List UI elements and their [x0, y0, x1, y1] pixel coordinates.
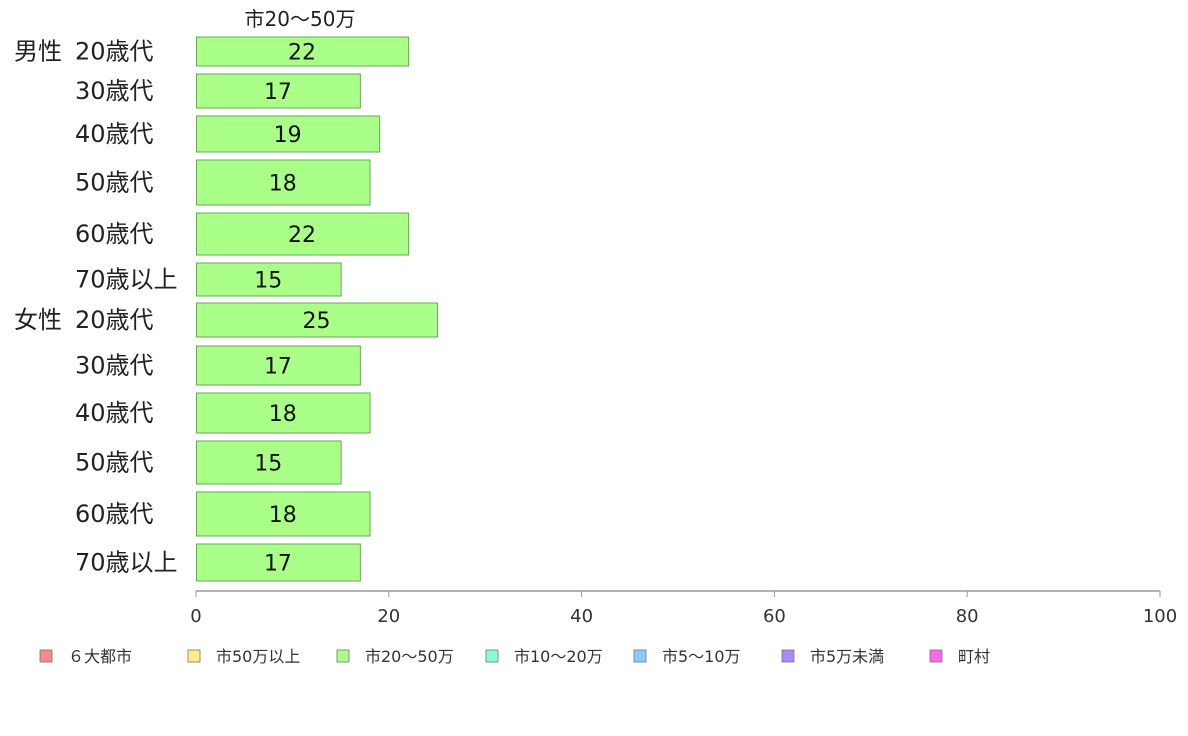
- legend-label: ６大都市: [68, 647, 132, 666]
- legend-label: 市20〜50万: [365, 647, 454, 666]
- value-label: 18: [269, 172, 297, 197]
- category-label: 20歳代: [75, 306, 154, 334]
- bar: [196, 36, 410, 67]
- category-label: 70歳以上: [75, 549, 178, 577]
- bar: [196, 115, 381, 153]
- legend-swatch: [187, 649, 201, 663]
- value-label: 18: [269, 503, 297, 528]
- bar: [196, 543, 361, 582]
- category-label: 50歳代: [75, 449, 154, 477]
- legend-swatch: [633, 649, 647, 663]
- x-tick-label: 60: [763, 606, 786, 627]
- bar: [196, 302, 438, 338]
- legend-swatch: [781, 649, 795, 663]
- category-label: 30歳代: [75, 77, 154, 105]
- category-label: 30歳代: [75, 352, 154, 380]
- legend-swatch: [336, 649, 350, 663]
- bar: [196, 262, 342, 297]
- legend-swatch: [485, 649, 499, 663]
- value-label: 17: [264, 552, 292, 577]
- legend-swatch: [39, 649, 53, 663]
- category-label: 50歳代: [75, 169, 154, 197]
- value-label: 25: [303, 309, 331, 334]
- value-label: 15: [254, 452, 282, 477]
- x-tick-label: 40: [570, 606, 593, 627]
- bar: [196, 440, 342, 485]
- category-label: 40歳代: [75, 120, 154, 148]
- legend-label: 市50万以上: [216, 647, 300, 666]
- value-label: 22: [288, 41, 316, 66]
- category-label: 70歳以上: [75, 266, 178, 294]
- category-label: 20歳代: [75, 38, 154, 66]
- category-label: 60歳代: [75, 220, 154, 248]
- value-label: 17: [264, 355, 292, 380]
- x-tick-label: 0: [190, 606, 201, 627]
- legend-label: 町村: [958, 647, 990, 666]
- chart-title: 市20〜50万: [245, 7, 356, 31]
- legend-label: 市5万未満: [810, 647, 884, 666]
- legend: ６大都市 市50万以上 市20〜50万 市10〜20万 市5〜10万 市5万未満 町村: [39, 647, 990, 666]
- value-label: 18: [269, 402, 297, 427]
- legend-swatch: [929, 649, 943, 663]
- bar: [196, 159, 371, 206]
- group-label: 男性: [14, 38, 62, 66]
- category-label: 40歳代: [75, 399, 154, 427]
- value-label: 17: [264, 80, 292, 105]
- bar: [196, 345, 361, 386]
- x-tick-label: 80: [956, 606, 979, 627]
- bar: [196, 392, 371, 434]
- legend-label: 市10〜20万: [514, 647, 603, 666]
- legend-label: 市5〜10万: [662, 647, 741, 666]
- x-tick-label: 20: [377, 606, 400, 627]
- bar: [196, 491, 371, 537]
- bars: [196, 36, 438, 582]
- value-label: 19: [274, 123, 302, 148]
- bar: [196, 212, 410, 256]
- x-axis: 0 20 40 60 80 100: [190, 590, 1177, 627]
- x-tick-label: 100: [1143, 606, 1177, 627]
- group-label: 女性: [14, 306, 62, 334]
- value-label: 15: [254, 269, 282, 294]
- value-label: 22: [288, 223, 316, 248]
- category-label: 60歳代: [75, 500, 154, 528]
- bar: [196, 73, 361, 109]
- category-labels: 20歳代 30歳代 40歳代 50歳代 60歳代 70歳以上 20歳代 30歳代 40歳代 50歳…: [75, 38, 178, 577]
